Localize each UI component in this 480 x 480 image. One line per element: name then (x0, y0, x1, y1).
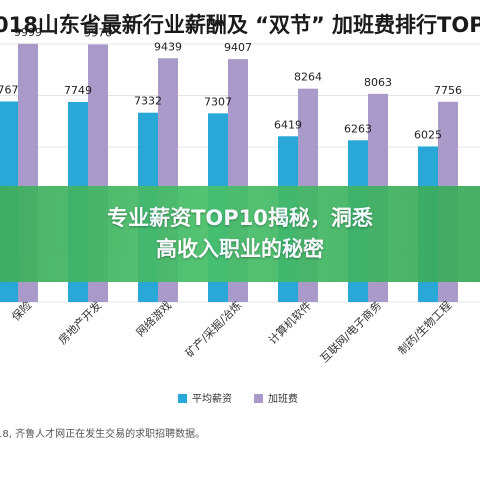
category-label: 房地产开发 (55, 298, 104, 347)
chart-title: 018山东省最新行业薪酬及 “双节” 加班费排行TOP1 (0, 13, 480, 37)
value-label-avg: 7307 (204, 95, 232, 108)
category-label: 网络游戏 (133, 298, 174, 339)
legend-label-avg: 平均薪资 (192, 393, 232, 405)
legend: 平均薪资 加班费 (178, 392, 298, 405)
legend-swatch-ot (254, 394, 263, 403)
headline-banner: 专业薪资TOP10揭秘，洞悉 高收入职业的秘密 (0, 186, 480, 282)
value-label-avg: 6263 (344, 122, 372, 135)
value-label-overtime: 8063 (364, 76, 392, 89)
legend-swatch-avg (178, 394, 187, 403)
value-label-overtime: 9439 (154, 40, 182, 53)
value-label-overtime: 9407 (224, 41, 252, 54)
value-label-overtime: 9999 (14, 26, 42, 39)
value-label-overtime: 8264 (294, 71, 322, 84)
category-label: 互联网/电子商务 (317, 298, 384, 365)
source-note: 18, 齐鲁人才网正在发生交易的求职招聘数据。 (0, 427, 205, 440)
value-label-overtime: 9976 (84, 26, 112, 39)
headline-line-2: 高收入职业的秘密 (156, 237, 324, 261)
value-label-avg: 767 (0, 83, 19, 96)
category-label: 制药/生物工程 (395, 298, 454, 357)
headline-line-1: 专业薪资TOP10揭秘，洞悉 (107, 206, 373, 230)
value-label-avg: 7332 (134, 95, 162, 108)
value-labels: 767 9999 7749 9976 7332 9439 7307 9407 6419 8264 6… (0, 26, 462, 142)
category-label: 矿产/采掘/冶炼 (182, 298, 244, 360)
value-label-avg: 6419 (274, 118, 302, 131)
value-label-avg: 7749 (64, 84, 92, 97)
category-labels: 保险 房地产开发 网络游戏 矿产/采掘/冶炼 计算机软件 互联网/电子商务 制药/生物工程 (9, 298, 454, 365)
category-label: 计算机软件 (265, 298, 314, 347)
value-label-avg: 6025 (414, 128, 442, 141)
legend-label-ot: 加班费 (268, 392, 298, 405)
value-label-overtime: 7756 (434, 84, 462, 97)
